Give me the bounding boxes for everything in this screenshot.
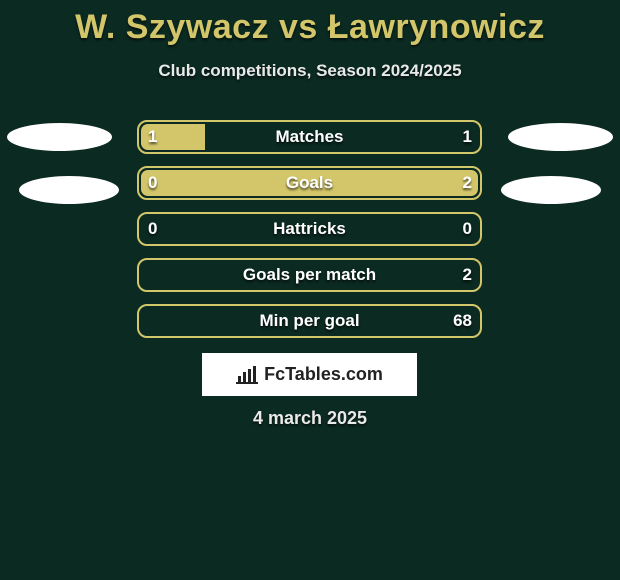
subtitle: Club competitions, Season 2024/2025 <box>0 61 620 81</box>
stat-value-right: 2 <box>463 258 472 292</box>
stat-value-left: 0 <box>148 166 157 200</box>
page-title: W. Szywacz vs Ławrynowicz <box>0 0 620 47</box>
stat-fill-right <box>203 170 478 196</box>
stat-row: 0 Hattricks 0 <box>0 212 620 246</box>
stat-track <box>137 212 482 246</box>
stat-track <box>137 120 482 154</box>
branding-text: FcTables.com <box>264 364 383 385</box>
stat-value-left: 1 <box>148 120 157 154</box>
stat-row: 1 Matches 1 <box>0 120 620 154</box>
bar-chart-icon <box>236 366 258 384</box>
stat-row: Goals per match 2 <box>0 258 620 292</box>
stat-value-right: 1 <box>463 120 472 154</box>
stat-track <box>137 304 482 338</box>
branding-badge: FcTables.com <box>202 353 417 396</box>
stat-value-right: 0 <box>463 212 472 246</box>
stat-value-right: 68 <box>453 304 472 338</box>
date-label: 4 march 2025 <box>0 408 620 429</box>
stat-track <box>137 166 482 200</box>
stat-track <box>137 258 482 292</box>
stat-row: Min per goal 68 <box>0 304 620 338</box>
stat-row: 0 Goals 2 <box>0 166 620 200</box>
stat-value-left: 0 <box>148 212 157 246</box>
stat-value-right: 2 <box>463 166 472 200</box>
stats-container: 1 Matches 1 0 Goals 2 0 Hattricks 0 <box>0 120 620 350</box>
